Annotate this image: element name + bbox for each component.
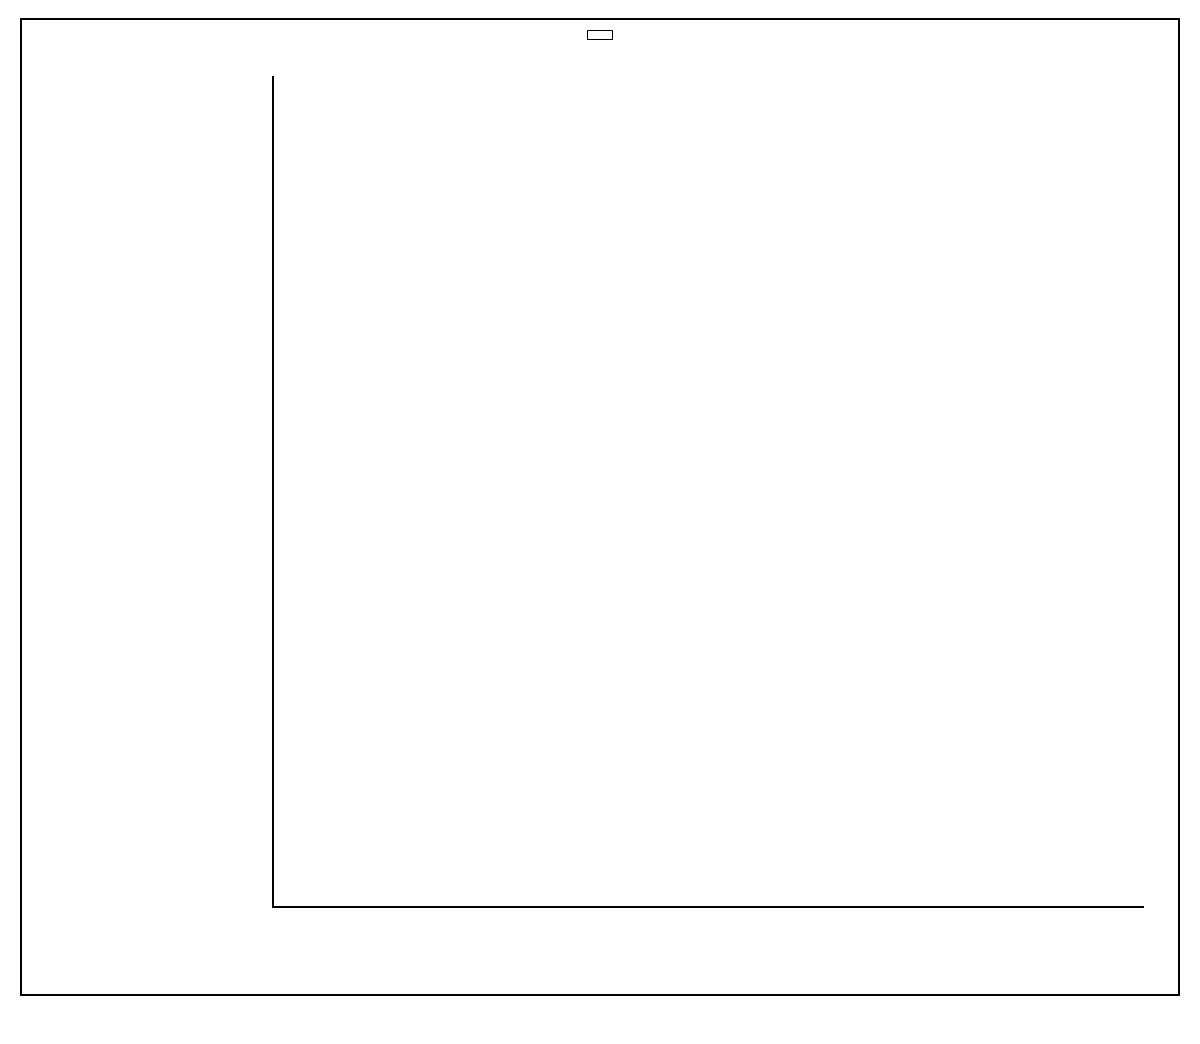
chart-container	[0, 0, 1200, 1044]
chart-title	[587, 30, 613, 40]
chart-frame	[20, 18, 1180, 996]
plot-area	[272, 76, 1144, 908]
